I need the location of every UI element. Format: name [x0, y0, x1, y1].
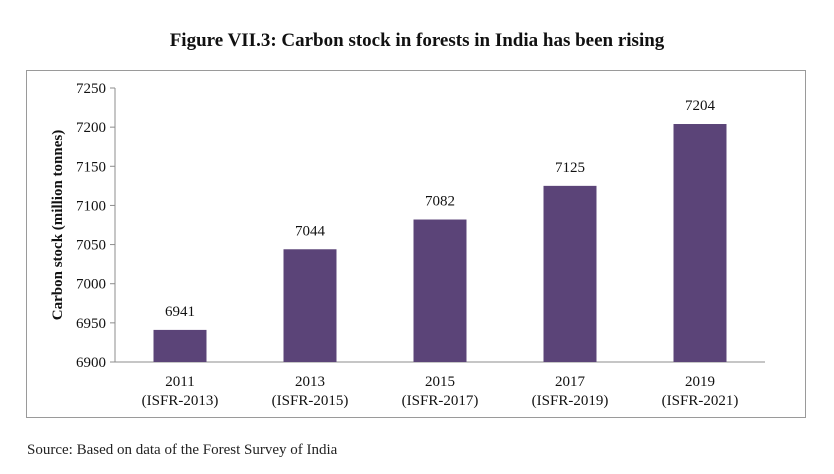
x-tick-label-report: (ISFR-2021)	[662, 393, 739, 409]
x-tick-label-report: (ISFR-2015)	[272, 393, 349, 409]
y-tick-label: 7050	[76, 238, 106, 254]
bar-2017	[543, 185, 597, 362]
data-label: 7204	[685, 98, 716, 114]
x-tick-label-year: 2017	[555, 374, 586, 390]
x-tick-label-report: (ISFR-2019)	[532, 393, 609, 409]
bar-2013	[283, 249, 337, 362]
data-label: 7082	[425, 194, 455, 210]
bar-2019	[673, 124, 727, 362]
chart-frame	[26, 70, 806, 418]
y-tick-label: 6900	[76, 355, 106, 371]
x-tick-label-report: (ISFR-2017)	[402, 393, 479, 409]
x-tick-label-report: (ISFR-2013)	[142, 393, 219, 409]
data-label: 7125	[555, 160, 585, 176]
bar-2011	[153, 329, 207, 362]
y-tick-label: 7000	[76, 277, 106, 293]
chart-title: Figure VII.3: Carbon stock in forests in…	[169, 30, 665, 51]
x-tick-label-year: 2011	[165, 374, 194, 390]
source-note: Source: Based on data of the Forest Surv…	[27, 442, 338, 458]
data-label: 7044	[295, 223, 326, 239]
x-tick-label-year: 2015	[425, 374, 455, 390]
y-tick-label: 7250	[76, 81, 106, 97]
y-tick-label: 7150	[76, 159, 106, 175]
data-label: 6941	[165, 304, 195, 320]
x-tick-label-year: 2013	[295, 374, 325, 390]
y-tick-label: 7200	[76, 120, 106, 136]
y-tick-label: 7100	[76, 198, 106, 214]
y-tick-label: 6950	[76, 316, 106, 332]
y-axis-title: Carbon stock (million tonnes)	[50, 130, 66, 320]
x-tick-label-year: 2019	[685, 374, 715, 390]
bar-2015	[413, 219, 467, 362]
